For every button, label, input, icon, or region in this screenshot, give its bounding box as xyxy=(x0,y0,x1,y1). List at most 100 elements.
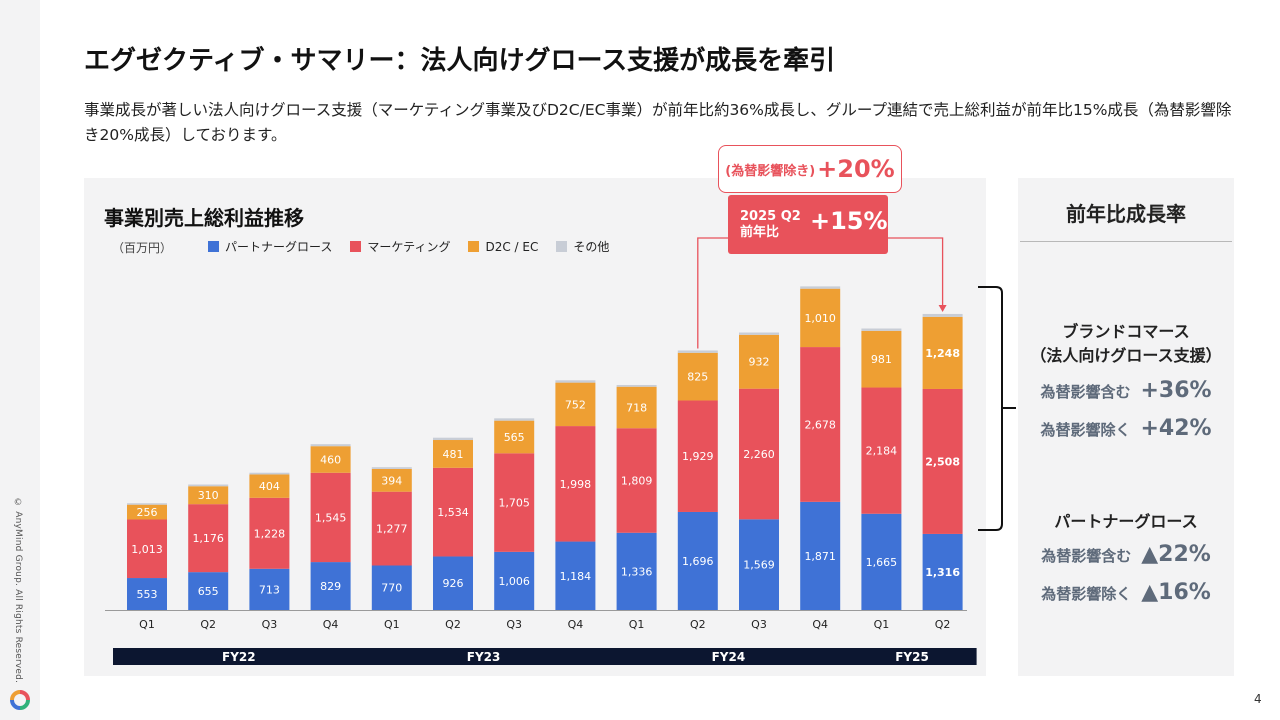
bar-segment xyxy=(555,426,596,542)
legend-label-marketing: マーケティング xyxy=(367,240,451,254)
pg-excl-fx-metric: 為替影響除く ▲16% xyxy=(1018,580,1234,605)
bar-segment xyxy=(922,388,963,534)
bar-segment xyxy=(188,572,229,610)
comparison-connector-left xyxy=(697,237,728,349)
bar-value-label: 1,871 xyxy=(804,550,836,563)
bar-value-label: 565 xyxy=(504,431,525,444)
growth-bracket xyxy=(978,286,1003,531)
legend-item-partner: パートナーグロース xyxy=(208,238,332,255)
x-tick-label: Q3 xyxy=(262,618,278,631)
growth-rate-title: 前年比成長率 xyxy=(1066,202,1186,226)
fiscal-year-label: FY25 xyxy=(895,650,929,664)
pg-incl-fx-label: 為替影響含む xyxy=(1041,547,1132,565)
bar-segment xyxy=(739,332,779,335)
x-tick-label: Q2 xyxy=(690,618,706,631)
bar-segment xyxy=(433,467,473,557)
bar-segment xyxy=(861,513,902,610)
bar-segment xyxy=(249,472,290,475)
bar-value-label: 1,998 xyxy=(560,478,592,491)
comparison-connector-right xyxy=(888,237,944,308)
bar-value-label: 1,316 xyxy=(925,566,960,579)
x-tick-label: Q2 xyxy=(935,618,951,631)
left-sidebar-strip xyxy=(0,0,40,720)
fiscal-year-band xyxy=(357,648,610,665)
q2-yoy-label: 2025 Q2 前年比 xyxy=(740,209,801,241)
bar-value-label: 1,696 xyxy=(682,555,714,568)
bar-segment xyxy=(371,491,412,566)
bar-segment xyxy=(249,568,290,610)
bar-segment xyxy=(555,380,596,383)
bar-value-label: 2,678 xyxy=(804,418,836,431)
legend-label-other: その他 xyxy=(573,240,610,254)
q2-yoy-label-line2: 前年比 xyxy=(740,225,780,240)
bar-segment xyxy=(616,532,657,610)
bc-incl-fx-metric: 為替影響含む +36% xyxy=(1018,378,1234,403)
legend-swatch-marketing xyxy=(350,241,362,252)
brand-commerce-label: ブランドコマース （法人向けグロース支援） xyxy=(1018,320,1234,368)
growth-rate-panel xyxy=(1018,178,1234,676)
bar-segment xyxy=(922,316,963,389)
legend-item-d2c: D2C / EC xyxy=(468,238,538,255)
bar-segment xyxy=(310,446,351,473)
bar-segment xyxy=(433,440,473,468)
bc-incl-fx-value: +36% xyxy=(1140,378,1212,403)
bar-value-label: 825 xyxy=(687,371,708,384)
bc-excl-fx-label: 為替影響除く xyxy=(1040,421,1131,439)
bar-value-label: 1,010 xyxy=(804,312,836,325)
bar-value-label: 310 xyxy=(198,489,219,502)
x-tick-label: Q1 xyxy=(384,618,400,631)
bar-value-label: 404 xyxy=(259,480,280,493)
bar-value-label: 752 xyxy=(565,398,586,411)
fiscal-year-band xyxy=(602,648,855,665)
brand-commerce-line2: （法人向けグロース支援） xyxy=(1030,346,1222,365)
bar-value-label: 2,184 xyxy=(866,445,898,458)
bar-value-label: 713 xyxy=(259,583,280,596)
bar-segment xyxy=(188,504,229,573)
bar-value-label: 1,705 xyxy=(498,497,530,510)
bar-segment xyxy=(188,484,229,487)
x-tick-label: Q1 xyxy=(139,618,155,631)
page-number: 4 xyxy=(1254,692,1262,706)
fiscal-year-label: FY24 xyxy=(712,650,746,664)
bar-segment xyxy=(739,388,779,520)
bar-segment xyxy=(127,503,167,505)
bar-value-label: 981 xyxy=(871,353,892,366)
pg-excl-fx-label: 為替影響除く xyxy=(1041,585,1132,603)
bar-value-label: 1,336 xyxy=(621,565,653,578)
bc-excl-fx-value: +42% xyxy=(1140,416,1212,441)
fx-excluded-callout: (為替影響除き) +20% xyxy=(718,145,902,193)
bar-segment xyxy=(555,382,596,427)
bar-segment xyxy=(555,541,596,610)
bar-segment xyxy=(739,334,779,389)
q2-yoy-label-line1: 2025 Q2 xyxy=(740,209,801,224)
bar-segment xyxy=(310,444,351,447)
bar-segment xyxy=(677,511,718,610)
x-tick-label: Q1 xyxy=(874,618,890,631)
legend-label-partner: パートナーグロース xyxy=(225,240,333,254)
x-tick-label: Q3 xyxy=(506,618,522,631)
legend-swatch-other xyxy=(556,241,568,252)
chart-legend: パートナーグロース マーケティング D2C / EC その他 xyxy=(208,238,609,255)
partner-growth-label: パートナーグロース xyxy=(1054,512,1198,531)
bar-segment xyxy=(371,467,412,469)
fiscal-year-band xyxy=(113,648,365,665)
bar-value-label: 1,545 xyxy=(315,511,347,524)
bar-segment xyxy=(188,486,229,505)
chart-unit-label: （百万円） xyxy=(112,241,173,255)
bar-value-label: 1,176 xyxy=(192,532,224,545)
bar-value-label: 829 xyxy=(320,580,341,593)
bar-value-label: 1,277 xyxy=(376,523,408,536)
fiscal-year-band xyxy=(847,648,977,665)
bc-incl-fx-label: 為替影響含む xyxy=(1040,383,1131,401)
page-title: エグゼクティブ・サマリー：法人向けグロース支援が成長を牽引 xyxy=(84,46,836,76)
chart-title: 事業別売上総利益推移 xyxy=(104,206,304,230)
bar-value-label: 1,929 xyxy=(682,450,714,463)
bar-segment xyxy=(494,418,535,421)
bar-value-label: 256 xyxy=(137,506,158,519)
bar-value-label: 770 xyxy=(381,582,402,595)
legend-item-other: その他 xyxy=(556,238,609,255)
growth-rate-divider xyxy=(1020,241,1232,242)
bar-segment xyxy=(922,313,963,317)
bar-value-label: 1,228 xyxy=(254,527,286,540)
bar-segment xyxy=(371,468,412,492)
